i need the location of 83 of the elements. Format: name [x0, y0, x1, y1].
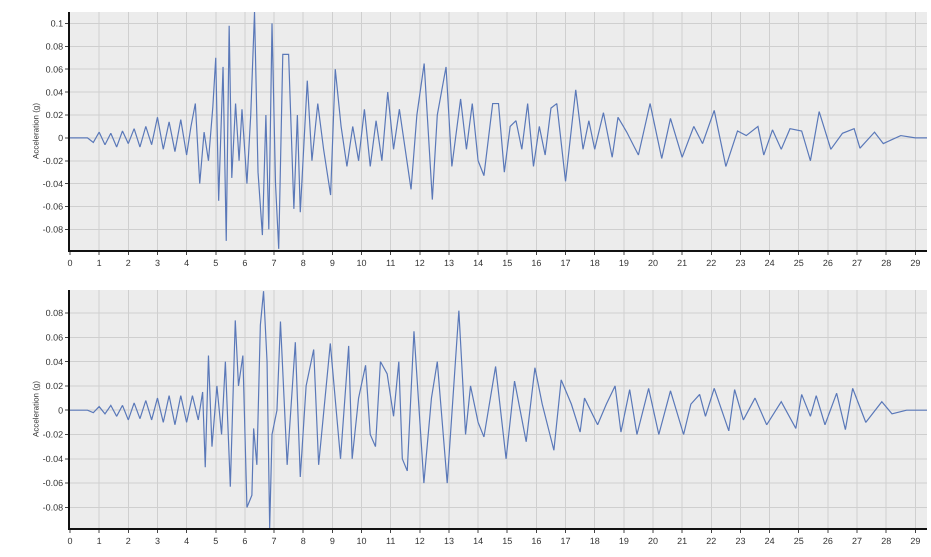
y-tick-label: 0.08 [46, 308, 64, 318]
x-tick-label: 9 [330, 258, 335, 268]
x-tick-label: 0 [67, 258, 73, 268]
y-tick-label: -0.06 [42, 478, 64, 488]
x-tick-label: 9 [330, 536, 335, 546]
y-tick-label: 0.08 [46, 41, 64, 52]
y-tick-label: 0.02 [46, 381, 64, 392]
x-tick-label: 13 [444, 536, 454, 546]
y-tick-label: 0.1 [50, 18, 64, 29]
y-tick-label: 0.06 [46, 332, 64, 343]
x-tick-label: 16 [531, 536, 542, 546]
x-tick-label: 28 [881, 258, 892, 268]
y-tick-label: 0.04 [46, 356, 64, 367]
y-tick-label: -0.08 [42, 502, 64, 513]
x-tick-label: 17 [560, 258, 571, 268]
x-tick-label: 11 [386, 258, 396, 268]
line-series [70, 12, 927, 250]
x-tick-label: 26 [822, 536, 833, 546]
x-tick-label: 7 [272, 536, 277, 546]
y-tick-label: 0.04 [46, 87, 64, 98]
x-tick-label: 28 [881, 536, 892, 546]
x-tick-label: 15 [502, 258, 512, 268]
x-tick-label: 2 [126, 536, 131, 546]
x-tick-label: 14 [473, 258, 484, 268]
y-tick-label: -0.04 [42, 454, 64, 464]
x-tick-label: 18 [590, 258, 600, 268]
x-tick-label: 19 [618, 536, 629, 546]
x-tick-label: 21 [677, 536, 688, 546]
y-tick-label: -0.08 [42, 224, 64, 235]
y-tick-label: -0.02 [42, 156, 64, 166]
y-tick-label: 0.06 [46, 64, 64, 74]
x-tick-label: 2 [126, 258, 131, 268]
x-tick-label: 11 [386, 536, 396, 546]
y-tick-label: -0.04 [42, 178, 64, 189]
x-tick-label: 22 [706, 258, 716, 268]
x-tick-label: 14 [473, 536, 484, 546]
x-tick-label: 29 [910, 536, 920, 546]
y-tick-label: 0 [58, 133, 64, 144]
x-tick-label: 17 [560, 536, 571, 546]
x-tick-label: 6 [242, 536, 248, 546]
x-tick-label: 12 [414, 536, 425, 546]
x-tick-label: 5 [213, 258, 218, 268]
y-tick-label: -0.02 [42, 430, 64, 440]
x-tick-label: 21 [677, 258, 688, 268]
x-tick-label: 4 [184, 536, 190, 546]
y-axis-title: Acceleration (g) [32, 102, 41, 160]
x-tick-label: 4 [184, 258, 190, 268]
x-tick-label: 8 [300, 536, 306, 546]
x-tick-label: 27 [852, 536, 862, 546]
x-tick-label: 22 [706, 536, 716, 546]
y-tick-label: 0 [58, 405, 64, 416]
x-tick-label: 13 [444, 258, 454, 268]
x-tick-label: 7 [272, 258, 277, 268]
y-tick-label: 0.02 [46, 110, 64, 120]
x-tick-label: 24 [764, 536, 775, 546]
x-tick-label: 8 [300, 258, 306, 268]
y-tick-label: -0.06 [42, 202, 64, 212]
x-tick-label: 0 [67, 536, 73, 546]
x-tick-label: 18 [590, 536, 600, 546]
x-tick-label: 25 [794, 536, 804, 546]
x-tick-label: 27 [852, 258, 862, 268]
x-tick-label: 3 [154, 536, 160, 546]
x-tick-label: 23 [735, 258, 746, 268]
y-axis-title: Acceleration (g) [32, 380, 41, 438]
x-tick-label: 15 [502, 536, 512, 546]
x-tick-label: 23 [735, 536, 746, 546]
x-tick-label: 29 [910, 258, 920, 268]
x-tick-label: 16 [531, 258, 542, 268]
x-tick-label: 5 [213, 536, 218, 546]
x-tick-label: 24 [764, 258, 775, 268]
x-tick-label: 20 [648, 536, 658, 546]
x-tick-label: 10 [356, 258, 367, 268]
x-tick-label: 12 [414, 258, 425, 268]
x-tick-label: 20 [648, 258, 658, 268]
x-tick-label: 10 [356, 536, 367, 546]
x-tick-label: 1 [96, 536, 102, 546]
x-tick-label: 6 [242, 258, 248, 268]
x-tick-label: 25 [794, 258, 804, 268]
x-tick-label: 26 [822, 258, 833, 268]
x-tick-label: 19 [618, 258, 629, 268]
line-series [70, 290, 927, 528]
x-tick-label: 3 [154, 258, 160, 268]
x-tick-label: 1 [96, 258, 102, 268]
